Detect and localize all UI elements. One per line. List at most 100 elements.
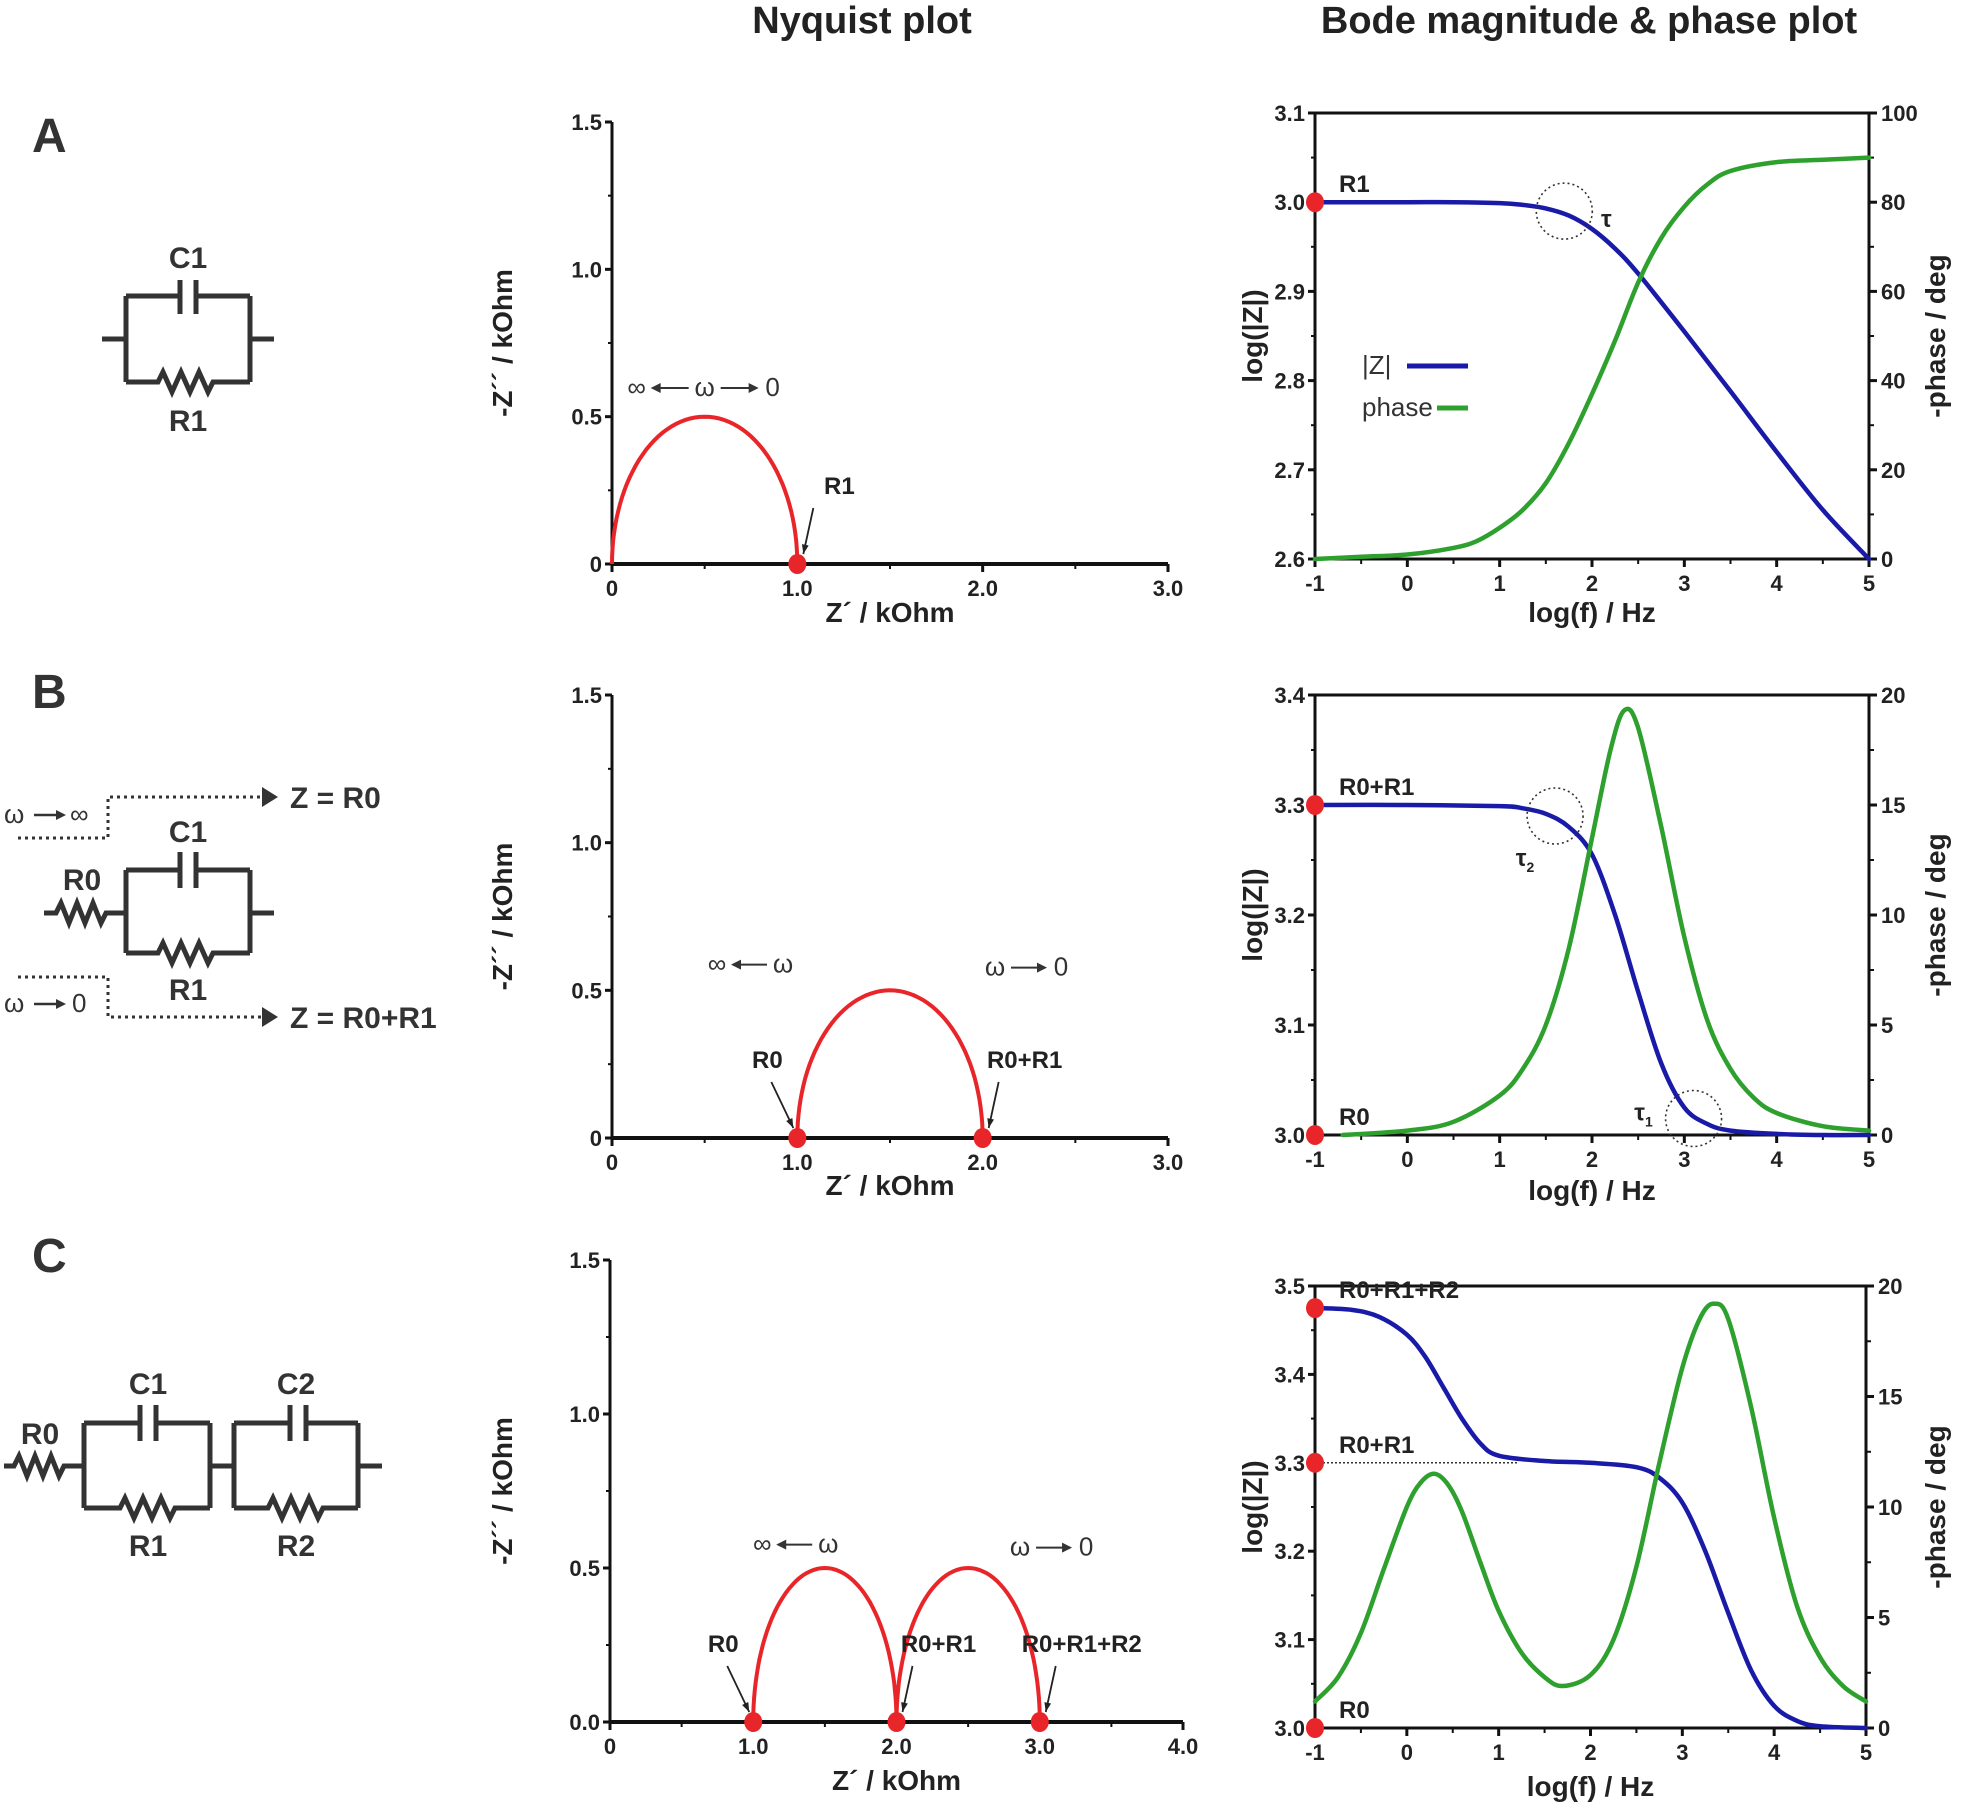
circuit-b-c1-label: C1 <box>169 816 207 849</box>
arrow-head-icon <box>786 1118 794 1128</box>
y-tick-label: 3.0 <box>1274 1123 1305 1148</box>
infinity-label: ∞ <box>70 799 89 829</box>
y-axis-label: -Z´´ / kOhm <box>487 269 518 417</box>
x-axis-label: Z´ / kOhm <box>825 597 954 628</box>
y2-tick-label: 5 <box>1881 1013 1893 1038</box>
y-tick-label: 0.0 <box>569 1710 600 1735</box>
circuit-a-wires <box>102 293 274 382</box>
time-constant-label: τ2 <box>1516 845 1535 875</box>
x-tick-label: 0 <box>606 1150 618 1175</box>
capacitor-icon <box>177 280 199 314</box>
y-tick-label: 1.5 <box>569 1248 600 1273</box>
x-axis-label: log(f) / Hz <box>1528 1175 1656 1206</box>
nyquist-A-chart: 0 1.0 2.0 3.0 0 0.5 1.0 1.5 Z´ / kOhm -Z´´ / kOhm… <box>487 110 1183 628</box>
nyquist-semicircle <box>795 988 985 1139</box>
circuit-c-r1-label: R1 <box>129 1530 167 1563</box>
y-tick-label: 0.5 <box>569 1556 600 1581</box>
x-tick-label: 0 <box>1401 1740 1413 1765</box>
nyquist-semicircle <box>610 414 800 565</box>
marker-point <box>1306 192 1324 213</box>
y2-tick-label: 20 <box>1881 458 1905 483</box>
time-constant-circle <box>1535 182 1594 240</box>
arrow-head-icon <box>801 544 809 554</box>
x-tick-label: 5 <box>1863 1147 1875 1172</box>
marker-point <box>744 1712 763 1732</box>
y-tick-label: 3.1 <box>1274 1013 1305 1038</box>
y2-tick-label: 10 <box>1878 1495 1902 1520</box>
point-label: R0 <box>1339 1104 1370 1131</box>
x-tick-label: 1.0 <box>782 1150 813 1175</box>
omega-symbol: ω <box>773 949 793 979</box>
y2-axis-label: -phase / deg <box>1920 833 1951 996</box>
y2-tick-label: 0 <box>1881 547 1893 572</box>
y-tick-label: 0.5 <box>571 405 602 430</box>
plot-frame <box>1313 693 1871 1137</box>
infinity-symbol: ∞ <box>753 1529 772 1559</box>
point-label: R0+R1+R2 <box>1022 1631 1142 1658</box>
limit-low-dotted-path <box>18 975 262 1019</box>
x-tick-label: 0 <box>604 1734 616 1759</box>
nyquist-header: Nyquist plot <box>752 0 972 42</box>
subscript: 2 <box>1527 859 1535 875</box>
arrow-head-icon <box>56 999 66 1009</box>
circuit-b-wires <box>44 867 274 953</box>
legend: |Z| phase <box>1362 350 1468 422</box>
y-axis-label: log(|Z|) <box>1237 1460 1268 1553</box>
x-axis-label: Z´ / kOhm <box>825 1170 954 1201</box>
y2-tick-label: 5 <box>1878 1606 1890 1631</box>
y-tick-label: 1.5 <box>571 683 602 708</box>
point-label: R1 <box>824 473 855 500</box>
y-tick-label: 3.2 <box>1274 1539 1305 1564</box>
point-label: R0+R1 <box>987 1047 1062 1074</box>
x-tick-label: 3.0 <box>1153 576 1184 601</box>
nyquist-C-chart: 0 1.0 2.0 3.0 4.0 0.0 0.5 1.0 1.5 Z´ / kOhm -Z´´ /… <box>487 1248 1198 1796</box>
x-tick-label: 3.0 <box>1153 1150 1184 1175</box>
time-constant-circle <box>1526 787 1584 845</box>
y-tick-label: 3.1 <box>1274 101 1305 126</box>
resistor-icon <box>234 1491 358 1525</box>
frequency-direction-annotation: ∞ ω <box>708 949 793 979</box>
x-tick-label: 2 <box>1586 1147 1598 1172</box>
x-tick-label: 3 <box>1676 1740 1688 1765</box>
phase-line <box>1312 155 1872 562</box>
y-tick-label: 3.4 <box>1274 683 1305 708</box>
y-tick-label: 1.0 <box>569 1402 600 1427</box>
x-tick-label: 0 <box>1401 571 1413 596</box>
y-tick-label: 3.5 <box>1274 1274 1305 1299</box>
zero-symbol: 0 <box>1079 1532 1093 1562</box>
marker-point <box>1306 1718 1324 1738</box>
x-tick-label: 2.0 <box>967 1150 998 1175</box>
y-tick-label: 0 <box>590 1126 602 1151</box>
marker-point <box>1306 1298 1324 1319</box>
y2-tick-label: 0 <box>1878 1716 1890 1741</box>
omega-symbol: ω <box>818 1529 838 1559</box>
arrow-head-icon <box>650 383 661 394</box>
legend-label: phase <box>1362 392 1433 422</box>
circuit-c-r2-label: R2 <box>277 1530 315 1563</box>
legend-label: |Z| <box>1362 350 1391 380</box>
infinity-symbol: ∞ <box>708 949 727 979</box>
y-tick-label: 3.1 <box>1274 1628 1305 1653</box>
x-axis-label: log(f) / Hz <box>1527 1771 1655 1802</box>
y-axis-label: -Z´´ / kOhm <box>487 843 518 991</box>
y-axis-label: log(|Z|) <box>1237 868 1268 961</box>
bode-A-chart: -1 0 1 2 3 4 5 2.6 2.7 2.8 2.9 3.0 3.1 0 20 40 60 80 100 lo… <box>1237 101 1951 628</box>
y-tick-label: 3.0 <box>1274 1716 1305 1741</box>
x-tick-label: -1 <box>1305 1147 1325 1172</box>
resistor-icon <box>126 936 250 970</box>
magnitude-line <box>1312 802 1872 1138</box>
resistor-icon <box>126 365 250 399</box>
circuit-b: ω ∞ Z = R0 R0 C1 R1 ω 0 Z = R0+R1 <box>4 782 437 1035</box>
nyquist-B-chart: 0 1.0 2.0 3.0 0 0.5 1.0 1.5 Z´ / kOhm -Z´´ / kOhm… <box>487 683 1183 1201</box>
zero-symbol: 0 <box>1054 952 1068 982</box>
y-tick-label: 3.0 <box>1274 190 1305 215</box>
time-constant-label: τ <box>1601 206 1612 233</box>
resistor-icon <box>84 1491 210 1525</box>
circuit-c-c1-label: C1 <box>129 1368 167 1401</box>
panel-label-c: C <box>32 1230 67 1283</box>
nyquist-semicircle <box>751 1565 899 1723</box>
x-tick-label: 5 <box>1863 571 1875 596</box>
y-tick-label: 3.3 <box>1274 793 1305 818</box>
arrow-head-icon <box>987 1118 995 1128</box>
